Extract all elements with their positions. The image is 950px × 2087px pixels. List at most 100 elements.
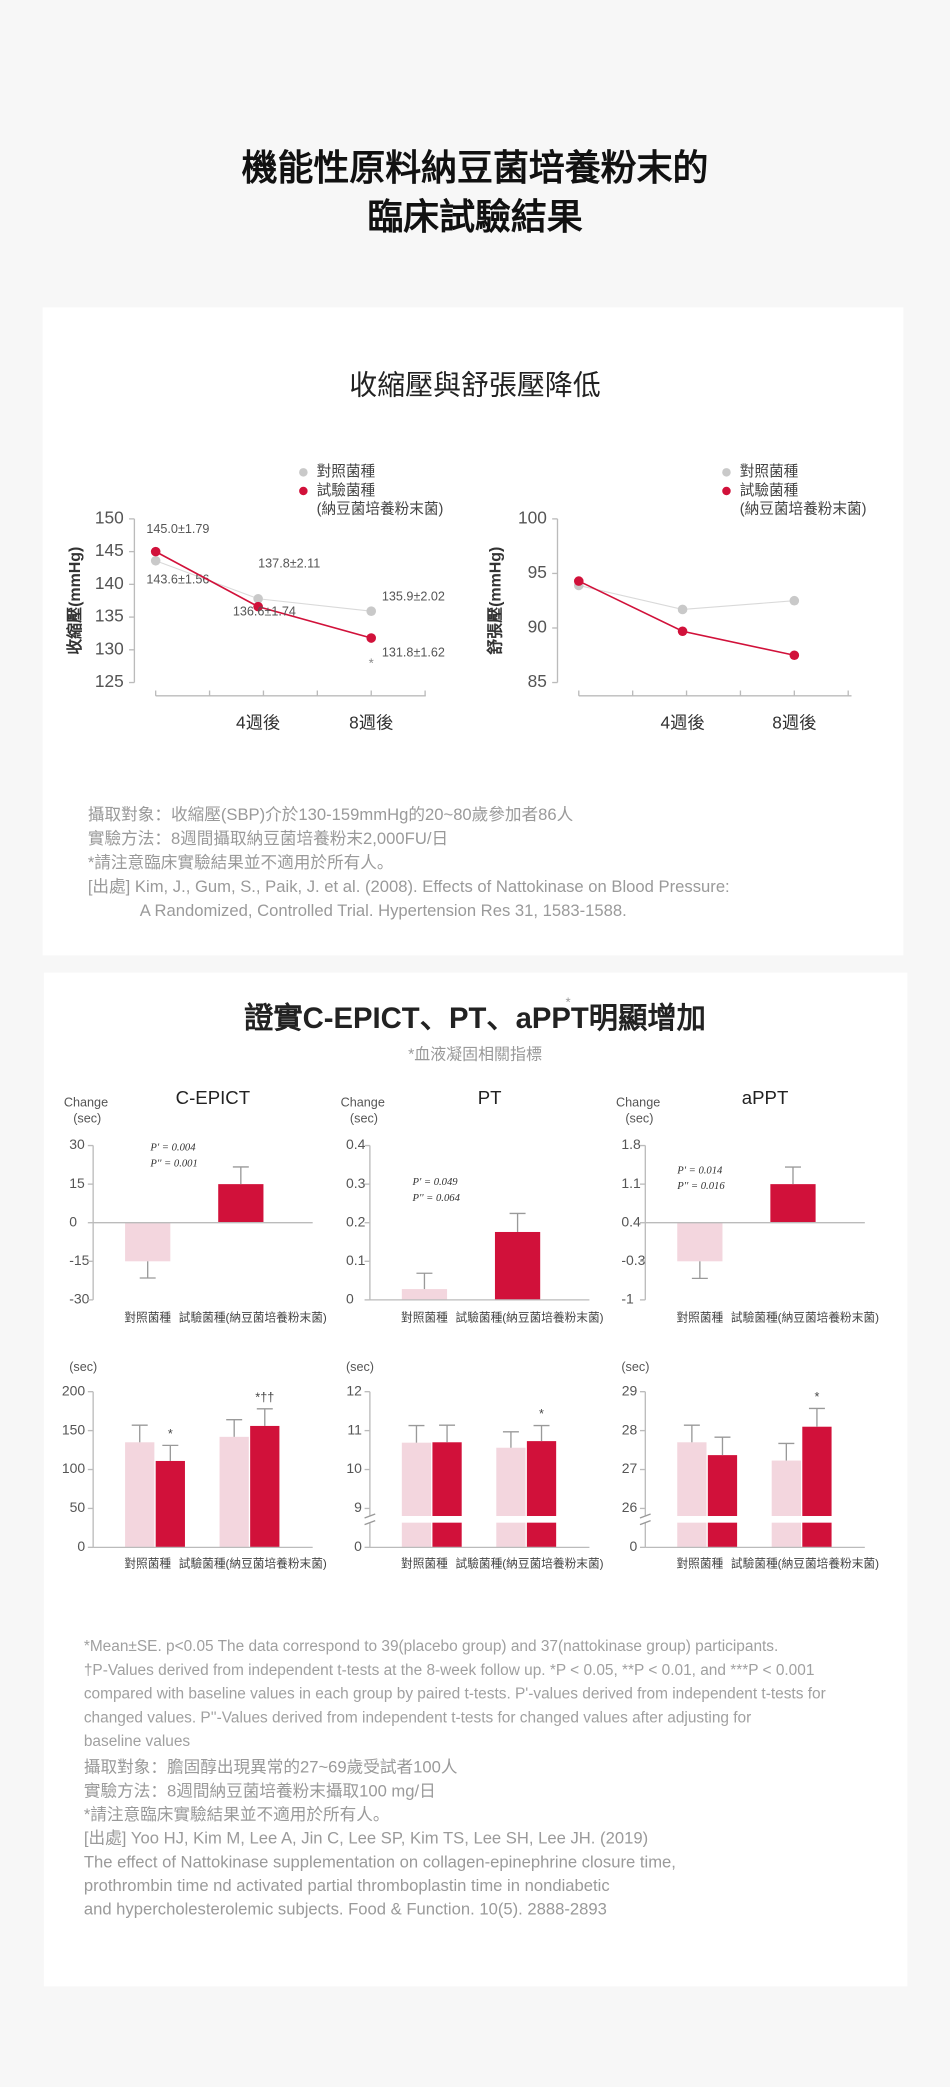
- footnote: *Mean±SE. p<0.05 The data correspond to …: [84, 1638, 778, 1655]
- footnote: †P-Values derived from independent t-tes…: [84, 1662, 815, 1679]
- annotation: *††: [255, 1391, 274, 1405]
- y-tick-label: 27: [622, 1460, 638, 1476]
- bar: [125, 1442, 155, 1548]
- note: A Randomized, Controlled Trial. Hyperten…: [140, 901, 627, 920]
- bar: [125, 1222, 171, 1262]
- x-tick-label: 4週後: [660, 712, 704, 732]
- y-tick-label: 135: [95, 606, 124, 626]
- bar: [496, 1447, 526, 1548]
- bar: [677, 1442, 707, 1548]
- y-tick-label: 95: [528, 562, 547, 582]
- y-axis-unit: (sec): [346, 1360, 374, 1374]
- data-point: [366, 606, 377, 616]
- y-tick-label: 0.2: [346, 1213, 366, 1229]
- note: 實驗方法：8週間納豆菌培養粉末攝取100 mg/日: [84, 1781, 436, 1800]
- x-tick-label: 8週後: [349, 712, 393, 732]
- p-value: P' = 0.049: [411, 1177, 458, 1188]
- y-tick-label: 9: [354, 1499, 362, 1515]
- y-tick-label: 29: [622, 1382, 638, 1398]
- annotation: *: [168, 1427, 173, 1441]
- x-tick-label: 對照菌種: [124, 1311, 171, 1325]
- y-tick-label: 0: [630, 1538, 638, 1554]
- y-axis-label: Change: [616, 1095, 660, 1109]
- y-tick-label: 100: [518, 507, 547, 527]
- y-axis-unit: (sec): [621, 1360, 649, 1374]
- note: [出處] Yoo HJ, Kim M, Lee A, Jin C, Lee SP…: [84, 1829, 648, 1848]
- data-point: [150, 555, 161, 566]
- page-title: 臨床試驗結果: [367, 196, 583, 237]
- p-value: P'' = 0.016: [676, 1181, 725, 1192]
- bar: [218, 1184, 264, 1223]
- data-point: [253, 593, 263, 604]
- y-tick-label: 0.4: [346, 1136, 366, 1152]
- axis-break-mark: [639, 1513, 651, 1519]
- note: 實驗方法：8週間攝取納豆菌培養粉末2,000FU/日: [88, 829, 448, 848]
- bar: [677, 1222, 723, 1262]
- annotation: *: [369, 655, 374, 670]
- x-tick-label: 試驗菌種(納豆菌培養粉末菌): [456, 1311, 604, 1325]
- legend-marker: [722, 486, 731, 496]
- y-tick-label: 10: [346, 1460, 362, 1476]
- axis-break-mark: [364, 1520, 376, 1526]
- y-axis-unit: (sec): [625, 1111, 653, 1125]
- y-tick-label: 130: [95, 638, 124, 658]
- data-point: [677, 626, 688, 637]
- value-label: 135.9±2.02: [382, 590, 445, 604]
- legend-note: (納豆菌培養粉末菌): [740, 500, 867, 517]
- y-tick-label: 100: [62, 1460, 86, 1476]
- y-tick-label: 0: [346, 1291, 354, 1307]
- bar: [771, 1460, 801, 1548]
- axis-break: [637, 1516, 865, 1523]
- note: 攝取對象：膽固醇出現異常的27~69歲受試者100人: [84, 1758, 458, 1777]
- x-tick-label: 對照菌種: [676, 1311, 723, 1325]
- y-tick-label: 0.3: [346, 1175, 366, 1191]
- legend-label: 試驗菌種: [317, 482, 376, 499]
- legend-label: 試驗菌種: [740, 482, 799, 499]
- y-tick-label: 0: [77, 1538, 85, 1554]
- section-title: 證實C-EPICT、PT、aPPT明顯增加: [244, 1001, 706, 1035]
- y-tick-label: 12: [346, 1382, 362, 1398]
- x-tick-label: 試驗菌種(納豆菌培養粉末菌): [456, 1557, 604, 1571]
- axis-break: [361, 1516, 590, 1523]
- y-tick-label: 0: [69, 1213, 77, 1229]
- y-axis-unit: (sec): [73, 1111, 101, 1125]
- y-tick-label: 125: [95, 671, 124, 691]
- x-tick-label: 試驗菌種(納豆菌培養粉末菌): [731, 1557, 879, 1571]
- section-subtitle: *血液凝固相關指標: [408, 1045, 542, 1063]
- y-axis-label: Change: [64, 1095, 108, 1109]
- chart-title: PT: [478, 1087, 502, 1108]
- note: The effect of Nattokinase supplementatio…: [84, 1852, 676, 1871]
- legend-note: (納豆菌培養粉末菌): [317, 500, 444, 517]
- bar: [219, 1436, 249, 1548]
- data-point: [366, 633, 377, 643]
- legend-label: 對照菌種: [740, 463, 799, 480]
- bar: [494, 1231, 541, 1300]
- bar: [250, 1425, 280, 1548]
- y-tick-label: 15: [69, 1175, 85, 1191]
- card-blood-pressure: [42, 307, 904, 956]
- axis-break-mark: [639, 1520, 651, 1526]
- y-tick-label: -15: [69, 1252, 89, 1268]
- bar: [432, 1442, 462, 1548]
- page-title: 機能性原料納豆菌培養粉末的: [242, 147, 709, 188]
- card-coagulation: [43, 972, 908, 1987]
- y-tick-label: 0: [354, 1538, 362, 1554]
- y-tick-label: 85: [528, 671, 547, 691]
- y-tick-label: 30: [69, 1136, 85, 1152]
- x-tick-label: 對照菌種: [401, 1311, 448, 1325]
- y-tick-label: 50: [70, 1499, 86, 1515]
- legend-marker: [299, 486, 308, 496]
- y-tick-label: 0.4: [621, 1213, 641, 1229]
- y-tick-label: 150: [95, 507, 124, 527]
- y-axis-label: 收縮壓(mmHg): [65, 547, 84, 655]
- y-tick-label: 26: [622, 1499, 638, 1515]
- x-tick-label: 試驗菌種(納豆菌培養粉末菌): [179, 1557, 327, 1571]
- bar: [770, 1184, 816, 1223]
- value-label: 143.6±1.56: [146, 572, 209, 586]
- y-axis-unit: (sec): [69, 1360, 97, 1374]
- x-tick-label: 8週後: [772, 712, 816, 732]
- bar: [707, 1455, 738, 1548]
- bar: [802, 1426, 832, 1548]
- chart-title: C-EPICT: [176, 1087, 250, 1108]
